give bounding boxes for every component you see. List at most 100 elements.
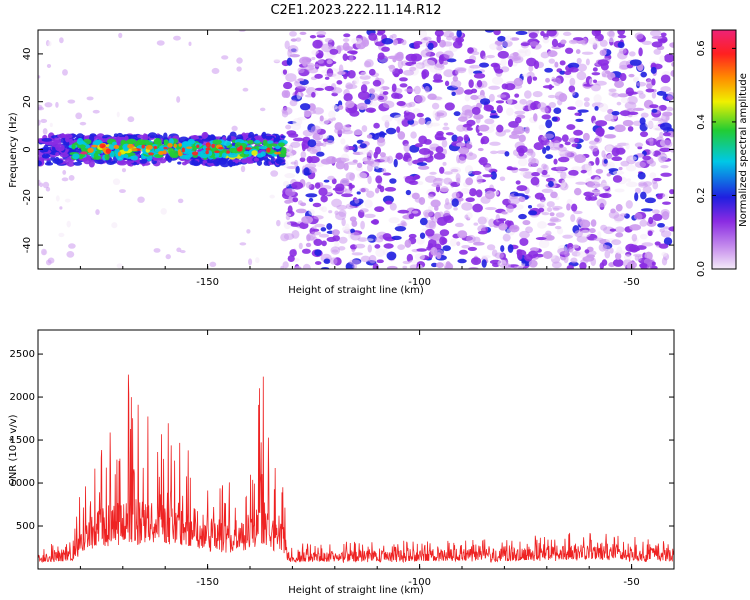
heatmap-cell [297,78,305,82]
heatmap-cell [361,80,370,85]
heatmap-cell [290,38,297,42]
heatmap-cell [661,251,668,257]
heatmap-cell [445,261,451,269]
heatmap-cell [596,198,607,208]
heatmap-cell [278,153,287,158]
heatmap-cell [401,39,407,46]
heatmap-cell [479,98,491,105]
heatmap-cell [65,137,70,143]
heatmap-cell [399,77,408,82]
heatmap-cell [468,67,473,75]
heatmap-cell [302,129,314,137]
heatmap-cell [490,110,497,114]
heatmap-cell [329,48,339,55]
heatmap-cell [444,102,455,111]
heatmap-cell [359,208,369,213]
heatmap-cell [570,214,576,223]
heatmap-cell [564,47,574,54]
heatmap-cell [409,66,417,72]
heatmap-cell [608,126,615,130]
heatmap-cell [177,149,182,155]
heatmap-cell [597,231,602,239]
heatmap-cell [488,85,501,90]
heatmap-cell [405,53,418,62]
heatmap-cell [67,99,76,104]
heatmap-cell [464,214,469,220]
spectrogram-x-axis-label: Height of straight line (km) [288,285,424,296]
heatmap-cell [349,54,354,63]
heatmap-cell [660,86,671,93]
heatmap-cell [373,122,380,129]
heatmap-cell [321,240,327,247]
heatmap-cell [464,58,476,64]
heatmap-cell [387,155,394,164]
heatmap-cell [475,189,483,198]
heatmap-cell [410,131,417,139]
heatmap-cell [611,77,620,82]
heatmap-cell [439,187,450,193]
heatmap-cell [391,83,397,93]
heatmap-cell [341,217,346,227]
heatmap-cell [392,39,399,46]
heatmap-cell [660,139,673,149]
heatmap-cell [449,238,457,247]
heatmap-cell [357,172,368,180]
heatmap-cell [389,202,397,211]
heatmap-cell [464,94,471,102]
heatmap-cell [121,168,126,173]
heatmap-cell [118,32,123,39]
heatmap-cell [338,209,347,217]
heatmap-cell [457,156,467,164]
heatmap-cell [80,151,88,155]
heatmap-cell [524,253,533,262]
heatmap-cell [567,106,577,111]
heatmap-cell [639,131,649,138]
heatmap-cell [68,175,75,181]
snr-y-tick-label: 500 [16,521,35,532]
heatmap-cell [434,30,444,37]
heatmap-cell [501,211,508,215]
heatmap-cell [489,115,500,119]
heatmap-cell [557,156,570,163]
heatmap-cell [660,74,671,84]
heatmap-cell [427,243,434,249]
heatmap-cell [606,30,615,37]
heatmap-cell [522,220,531,226]
heatmap-cell [519,98,527,105]
heatmap-cell [402,265,408,269]
heatmap-cell [104,153,110,161]
heatmap-cell [507,97,513,105]
heatmap-cell [569,77,576,87]
heatmap-cell [367,175,372,185]
snr-y-ticks: 500 1000 1500 2000 2500 [10,349,674,532]
heatmap-cell [661,113,670,123]
heatmap-cell [518,196,526,203]
heatmap-cell [59,206,63,210]
heatmap-cell [625,181,638,188]
heatmap-cell [231,125,238,132]
heatmap-cell [372,79,382,87]
heatmap-cell [518,50,527,58]
heatmap-cell [176,96,181,103]
heatmap-cell [419,232,426,239]
heatmap-cell [659,122,672,131]
heatmap-cell [381,46,390,52]
heatmap-cell [391,92,400,99]
heatmap-cell [532,76,538,81]
heatmap-cell [206,160,214,164]
heatmap-cell [591,72,601,76]
heatmap-cell [603,134,616,139]
heatmap-cell [649,159,654,164]
heatmap-cell [460,187,470,194]
heatmap-cell [323,258,331,264]
heatmap-cell [549,212,555,217]
heatmap-cell [430,199,441,208]
heatmap-cell [324,76,330,80]
heatmap-cell [181,147,186,153]
heatmap-cell [557,146,567,152]
heatmap-cell [528,259,538,268]
heatmap-cell [112,178,121,186]
heatmap-cell [435,67,442,75]
heatmap-cell [446,58,457,63]
heatmap-cell [303,167,310,176]
